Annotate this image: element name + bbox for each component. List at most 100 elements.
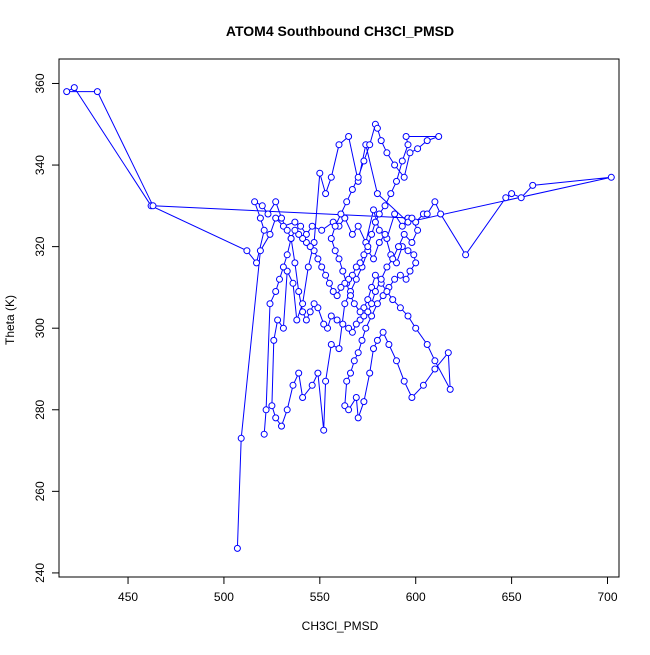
data-point bbox=[149, 202, 157, 210]
data-point bbox=[272, 214, 280, 222]
data-point bbox=[322, 271, 330, 279]
data-point bbox=[446, 385, 454, 393]
data-point bbox=[352, 394, 360, 401]
data-point bbox=[377, 275, 385, 283]
data-point bbox=[412, 259, 420, 267]
data-point bbox=[431, 365, 439, 373]
data-point bbox=[354, 349, 362, 357]
data-point bbox=[93, 88, 101, 96]
data-point bbox=[370, 345, 377, 353]
data-point bbox=[70, 84, 78, 92]
data-point bbox=[431, 198, 439, 206]
data-point bbox=[354, 222, 362, 230]
x-tick-label: 450 bbox=[118, 590, 138, 604]
data-point bbox=[529, 181, 537, 189]
data-point bbox=[364, 308, 372, 316]
data-point bbox=[295, 288, 303, 295]
data-point bbox=[381, 230, 389, 238]
data-point bbox=[375, 226, 383, 234]
data-point bbox=[412, 324, 420, 332]
data-point bbox=[63, 88, 71, 96]
data-point bbox=[379, 328, 387, 336]
data-point bbox=[295, 369, 303, 377]
data-point bbox=[356, 308, 364, 316]
data-point bbox=[320, 426, 328, 434]
data-point bbox=[308, 381, 316, 389]
data-point bbox=[310, 239, 318, 246]
data-point bbox=[233, 544, 241, 552]
data-point bbox=[358, 336, 366, 344]
data-point bbox=[607, 173, 615, 181]
data-point bbox=[395, 243, 402, 251]
data-point bbox=[364, 243, 372, 251]
data-point bbox=[302, 316, 310, 324]
chart-title: ATOM4 Southbound CH3Cl_PMSD bbox=[226, 23, 454, 39]
data-point bbox=[279, 324, 287, 332]
data-point bbox=[333, 292, 341, 300]
data-point bbox=[370, 206, 377, 214]
x-tick-label: 600 bbox=[406, 590, 426, 604]
data-point bbox=[335, 255, 343, 263]
y-tick-label: 240 bbox=[33, 563, 47, 583]
data-point bbox=[299, 394, 307, 401]
data-point bbox=[299, 300, 307, 308]
data-point bbox=[373, 300, 381, 308]
x-tick-label: 550 bbox=[310, 590, 330, 604]
data-point bbox=[375, 210, 383, 218]
data-point bbox=[383, 149, 391, 157]
data-point bbox=[352, 275, 360, 283]
data-point bbox=[283, 251, 291, 259]
data-point bbox=[291, 226, 299, 234]
data-point bbox=[400, 377, 408, 385]
data-point bbox=[335, 345, 343, 353]
data-point bbox=[435, 133, 443, 140]
data-point bbox=[279, 263, 287, 271]
data-point bbox=[373, 190, 381, 198]
data-point bbox=[352, 263, 360, 271]
data-point bbox=[362, 324, 370, 332]
data-point bbox=[371, 271, 379, 279]
x-tick-label: 500 bbox=[214, 590, 234, 604]
data-point bbox=[268, 402, 276, 410]
axes-group: 450 500 550 600 650 700 240 260 280 300 320 340 360 bbox=[33, 73, 618, 604]
data-point bbox=[370, 255, 377, 263]
data-point bbox=[289, 279, 297, 287]
data-point bbox=[383, 263, 391, 271]
data-point bbox=[274, 316, 282, 324]
data-point bbox=[276, 275, 283, 283]
data-point bbox=[258, 202, 266, 210]
data-point bbox=[308, 222, 316, 230]
data-point bbox=[264, 210, 272, 218]
data-point bbox=[347, 292, 354, 300]
data-point bbox=[327, 312, 335, 320]
data-point bbox=[337, 283, 345, 291]
data-point bbox=[444, 349, 452, 357]
data-point bbox=[371, 288, 379, 295]
series-points-group bbox=[63, 84, 615, 552]
data-point bbox=[414, 145, 422, 153]
data-point bbox=[293, 316, 301, 324]
data-point bbox=[502, 194, 510, 202]
y-tick-label: 260 bbox=[33, 481, 47, 501]
data-point bbox=[517, 194, 525, 202]
data-point bbox=[387, 190, 395, 198]
data-point bbox=[360, 398, 368, 406]
data-point bbox=[408, 214, 416, 222]
data-point bbox=[389, 255, 397, 263]
data-point bbox=[266, 230, 274, 238]
data-point bbox=[283, 226, 291, 234]
data-point bbox=[404, 141, 412, 149]
data-point bbox=[278, 214, 285, 222]
data-point bbox=[398, 157, 406, 165]
data-point bbox=[331, 247, 339, 255]
data-point bbox=[347, 369, 354, 377]
data-point bbox=[371, 218, 379, 226]
data-point bbox=[383, 288, 391, 295]
data-point bbox=[310, 300, 318, 308]
data-point bbox=[272, 414, 280, 422]
data-point bbox=[408, 394, 416, 401]
data-point bbox=[299, 308, 307, 316]
data-point bbox=[304, 263, 312, 271]
y-tick-label: 340 bbox=[33, 155, 47, 175]
